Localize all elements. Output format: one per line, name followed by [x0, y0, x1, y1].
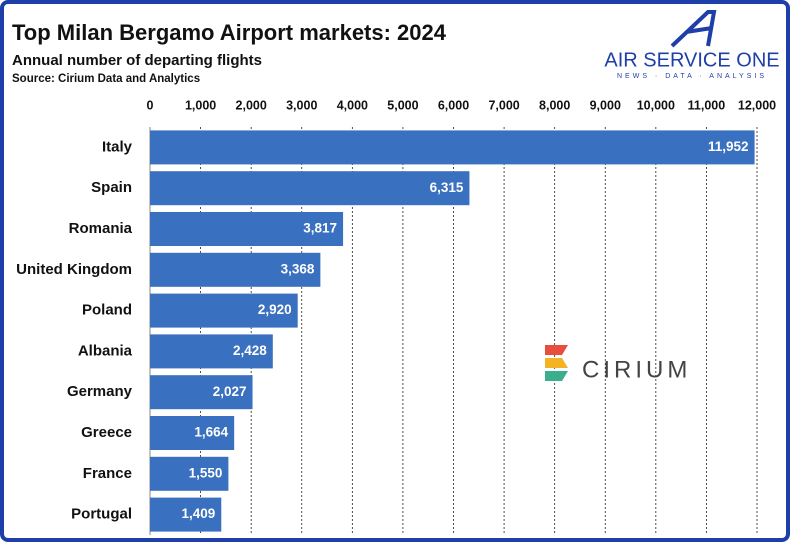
x-tick-label: 5,000	[387, 98, 418, 112]
y-tick-label: Portugal	[71, 506, 132, 523]
x-tick-label: 1,000	[185, 98, 216, 112]
value-label: 2,027	[213, 384, 247, 399]
x-tick-label: 11,000	[688, 98, 726, 112]
watermark-icon	[545, 345, 568, 381]
bar	[150, 171, 470, 206]
chart-subtitle: Annual number of departing flights	[12, 52, 262, 69]
value-label: 3,368	[281, 261, 315, 276]
value-label: 1,409	[181, 506, 215, 521]
chart-title: Top Milan Bergamo Airport markets: 2024	[12, 20, 447, 45]
x-tick-label: 6,000	[438, 98, 469, 112]
bar	[150, 375, 253, 410]
x-tick-label: 10,000	[637, 98, 675, 112]
x-tick-label: 2,000	[236, 98, 267, 112]
bar	[150, 334, 273, 369]
bar	[150, 293, 298, 328]
y-tick-label: France	[83, 465, 132, 482]
y-tick-label: United Kingdom	[16, 261, 132, 278]
value-label: 1,550	[189, 465, 223, 480]
x-tick-label: 8,000	[539, 98, 570, 112]
bar	[150, 130, 755, 165]
y-tick-label: Spain	[91, 179, 132, 196]
bar	[150, 456, 229, 491]
x-tick-label: 3,000	[286, 98, 317, 112]
y-tick-label: Italy	[102, 138, 133, 155]
value-label: 6,315	[430, 180, 464, 195]
value-label: 2,428	[233, 343, 267, 358]
logo-tagline: NEWS · DATA · ANALYSIS	[617, 73, 767, 80]
logo-text: AIR SERVICE ONE	[604, 49, 779, 71]
logo-mark	[670, 10, 717, 48]
x-tick-label: 4,000	[337, 98, 368, 112]
y-tick-label: Albania	[78, 342, 133, 359]
watermark: CIRIUM	[582, 356, 691, 383]
value-label: 3,817	[303, 221, 337, 236]
x-tick-label: 7,000	[488, 98, 519, 112]
x-tick-label: 12,000	[738, 98, 776, 112]
bar	[150, 416, 235, 450]
bar	[150, 252, 321, 287]
y-tick-label: Germany	[67, 383, 133, 400]
bar	[150, 212, 344, 246]
x-tick-label: 9,000	[590, 98, 621, 112]
value-label: 11,952	[708, 139, 749, 154]
bar	[150, 497, 222, 532]
y-tick-label: Greece	[81, 424, 132, 441]
y-tick-label: Poland	[82, 302, 132, 319]
value-label: 1,664	[194, 425, 228, 440]
source: Source: Cirium Data and Analytics	[12, 73, 200, 85]
x-tick-label: 0	[147, 98, 154, 112]
y-tick-label: Romania	[69, 220, 133, 237]
value-label: 2,920	[258, 302, 292, 317]
